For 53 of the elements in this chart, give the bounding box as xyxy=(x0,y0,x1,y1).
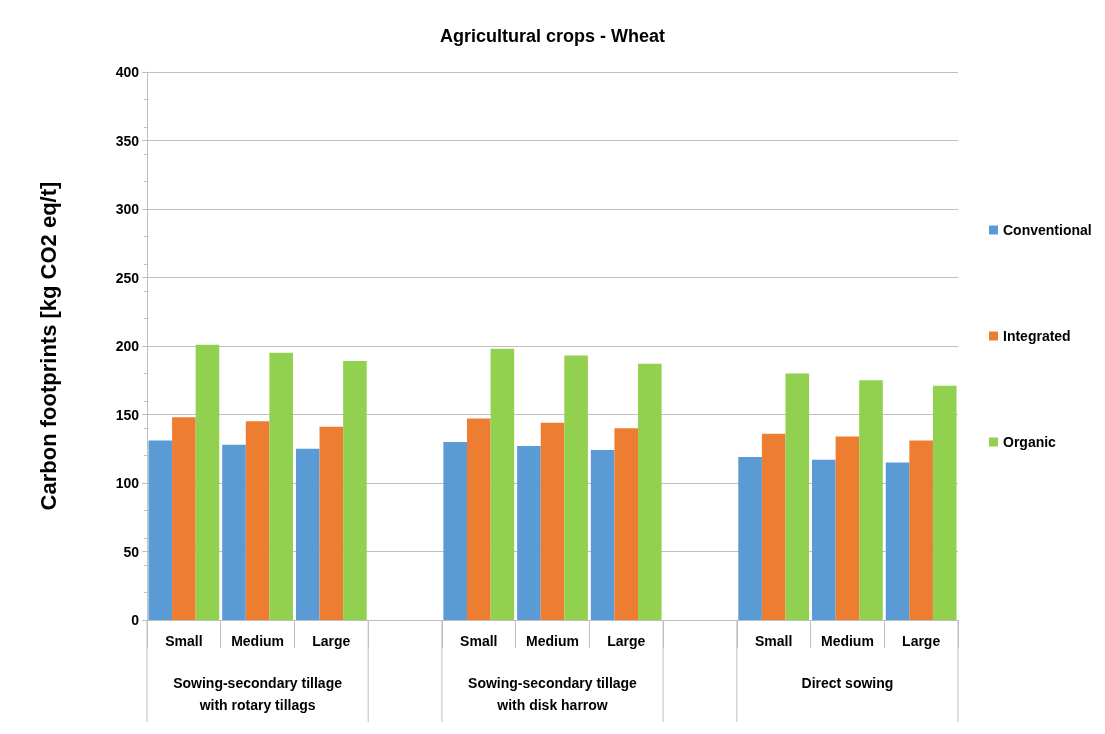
bar xyxy=(564,355,588,620)
y-axis-title: Carbon footprints [kg CO2 eq/t] xyxy=(35,181,61,511)
bar xyxy=(172,417,196,620)
y-tick-label: 200 xyxy=(115,338,140,354)
bar xyxy=(195,344,220,620)
y-tick-label: 150 xyxy=(115,406,140,423)
x-tick-label: Small xyxy=(165,633,203,649)
x-tick-label: Small xyxy=(755,633,793,649)
bar xyxy=(343,361,367,620)
x-tick-label: Large xyxy=(312,633,351,649)
bar xyxy=(517,446,541,620)
y-tick-label: 100 xyxy=(115,475,140,491)
bar xyxy=(614,428,639,620)
bar xyxy=(590,450,615,620)
bar xyxy=(443,441,467,620)
legend-label: Organic xyxy=(1003,434,1057,450)
bar xyxy=(638,363,662,620)
bar xyxy=(932,385,957,620)
bar xyxy=(319,426,344,620)
text: Direct sowing xyxy=(801,675,894,691)
bar xyxy=(222,444,246,620)
bar xyxy=(295,448,320,620)
x-tick-label: Medium xyxy=(526,633,579,649)
y-tick-label: 400 xyxy=(115,64,140,80)
bar xyxy=(909,440,933,620)
y-tick-label: 350 xyxy=(115,132,140,149)
y-tick-label: 50 xyxy=(123,543,140,560)
legend-label: Conventional xyxy=(1003,222,1092,238)
y-tick-label: 300 xyxy=(115,201,140,217)
y-tick-label: 250 xyxy=(115,269,140,286)
bar xyxy=(859,380,883,620)
bar xyxy=(761,433,786,620)
chart-title: Agricultural crops - Wheat xyxy=(439,26,666,46)
text: Sowing-secondary tillage with disk harrow xyxy=(468,675,638,713)
x-tick-label: Large xyxy=(902,633,941,649)
bar xyxy=(490,348,515,620)
y-tick-label: 0 xyxy=(131,612,140,628)
bar xyxy=(148,440,173,620)
bar xyxy=(885,462,910,620)
x-tick-label: Medium xyxy=(820,633,874,649)
x-tick-label: Small xyxy=(460,633,498,649)
x-tick-label: Medium xyxy=(231,633,285,649)
text: Sowing-secondary tillage with rotary tillags xyxy=(173,675,343,713)
bar xyxy=(245,421,270,620)
bar xyxy=(269,352,293,620)
x-tick-label: Large xyxy=(607,633,646,649)
legend-label: Integrated xyxy=(1003,328,1071,344)
bar xyxy=(540,422,565,620)
bar xyxy=(812,459,836,620)
bar xyxy=(785,373,810,620)
bar xyxy=(466,418,491,620)
bar xyxy=(835,436,860,620)
bar xyxy=(738,456,762,620)
